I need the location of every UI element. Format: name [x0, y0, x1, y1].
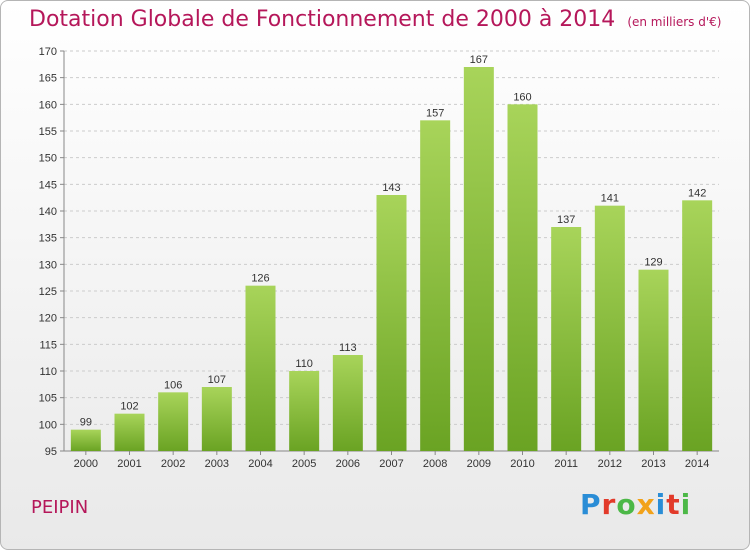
bar-value-label: 99	[80, 417, 92, 429]
chart-subtitle: (en milliers d'€)	[627, 15, 722, 29]
bar	[463, 67, 494, 451]
logo-letter: r	[601, 488, 617, 521]
logo-letter: x	[636, 488, 656, 521]
bar	[682, 200, 713, 451]
bar-value-label: 141	[601, 193, 619, 205]
y-tick-label: 115	[39, 339, 57, 351]
bar-value-label: 113	[339, 342, 357, 354]
y-tick-label: 105	[39, 393, 57, 405]
y-tick-label: 110	[39, 366, 57, 378]
bar-value-label: 160	[513, 91, 531, 103]
x-tick-label: 2001	[117, 458, 141, 470]
x-tick-label: 2012	[598, 458, 622, 470]
bar-value-label: 110	[295, 358, 313, 370]
bar	[638, 269, 669, 451]
y-tick-label: 100	[39, 419, 57, 431]
bar	[551, 227, 582, 451]
bar-value-label: 143	[382, 182, 400, 194]
x-tick-label: 2014	[685, 458, 709, 470]
y-tick-label: 160	[39, 99, 57, 111]
y-tick-label: 120	[39, 313, 57, 325]
y-tick-label: 95	[45, 446, 57, 458]
proxiti-logo: Proxiti	[580, 488, 691, 521]
chart-title-text: Dotation Globale de Fonctionnement de 20…	[29, 7, 616, 32]
y-tick-label: 165	[39, 73, 57, 85]
x-tick-label: 2006	[336, 458, 360, 470]
bar	[420, 120, 451, 451]
bar	[594, 205, 625, 451]
bar	[158, 392, 189, 451]
y-tick-label: 150	[39, 153, 57, 165]
x-tick-label: 2004	[248, 458, 272, 470]
y-tick-label: 155	[39, 126, 57, 138]
bar-value-label: 167	[470, 54, 488, 66]
y-tick-label: 125	[39, 286, 57, 298]
x-tick-label: 2008	[423, 458, 447, 470]
bar	[245, 285, 276, 451]
x-tick-label: 2003	[205, 458, 229, 470]
logo-letter: t	[666, 488, 681, 521]
logo-letter: P	[580, 488, 602, 521]
bar	[332, 355, 363, 451]
x-tick-label: 2009	[467, 458, 491, 470]
bar-value-label: 106	[164, 379, 182, 391]
x-tick-label: 2000	[74, 458, 98, 470]
x-tick-label: 2007	[379, 458, 403, 470]
x-tick-label: 2011	[554, 458, 578, 470]
bar-value-label: 126	[251, 273, 269, 285]
bar	[507, 104, 538, 451]
x-tick-label: 2010	[510, 458, 534, 470]
bar-value-label: 157	[426, 107, 444, 119]
bar-value-label: 137	[557, 214, 575, 226]
logo-letter: o	[616, 488, 637, 521]
bar	[289, 371, 320, 451]
logo-letter: i	[680, 488, 692, 521]
y-tick-label: 145	[39, 179, 57, 191]
x-tick-label: 2005	[292, 458, 316, 470]
chart-title: Dotation Globale de Fonctionnement de 20…	[29, 7, 721, 32]
bar-value-label: 142	[688, 187, 706, 199]
y-tick-label: 135	[39, 233, 57, 245]
x-tick-label: 2002	[161, 458, 185, 470]
bar	[201, 387, 232, 451]
y-tick-label: 130	[39, 259, 57, 271]
x-tick-label: 2013	[641, 458, 665, 470]
commune-name: PEIPIN	[31, 497, 89, 518]
logo-letter: i	[655, 488, 667, 521]
bar-value-label: 107	[208, 374, 226, 386]
y-tick-label: 170	[39, 46, 57, 58]
bar-value-label: 129	[644, 257, 662, 269]
bar	[114, 413, 145, 451]
bar-value-label: 102	[120, 401, 138, 413]
y-tick-label: 140	[39, 206, 57, 218]
bar	[70, 429, 101, 451]
bar	[376, 195, 407, 451]
